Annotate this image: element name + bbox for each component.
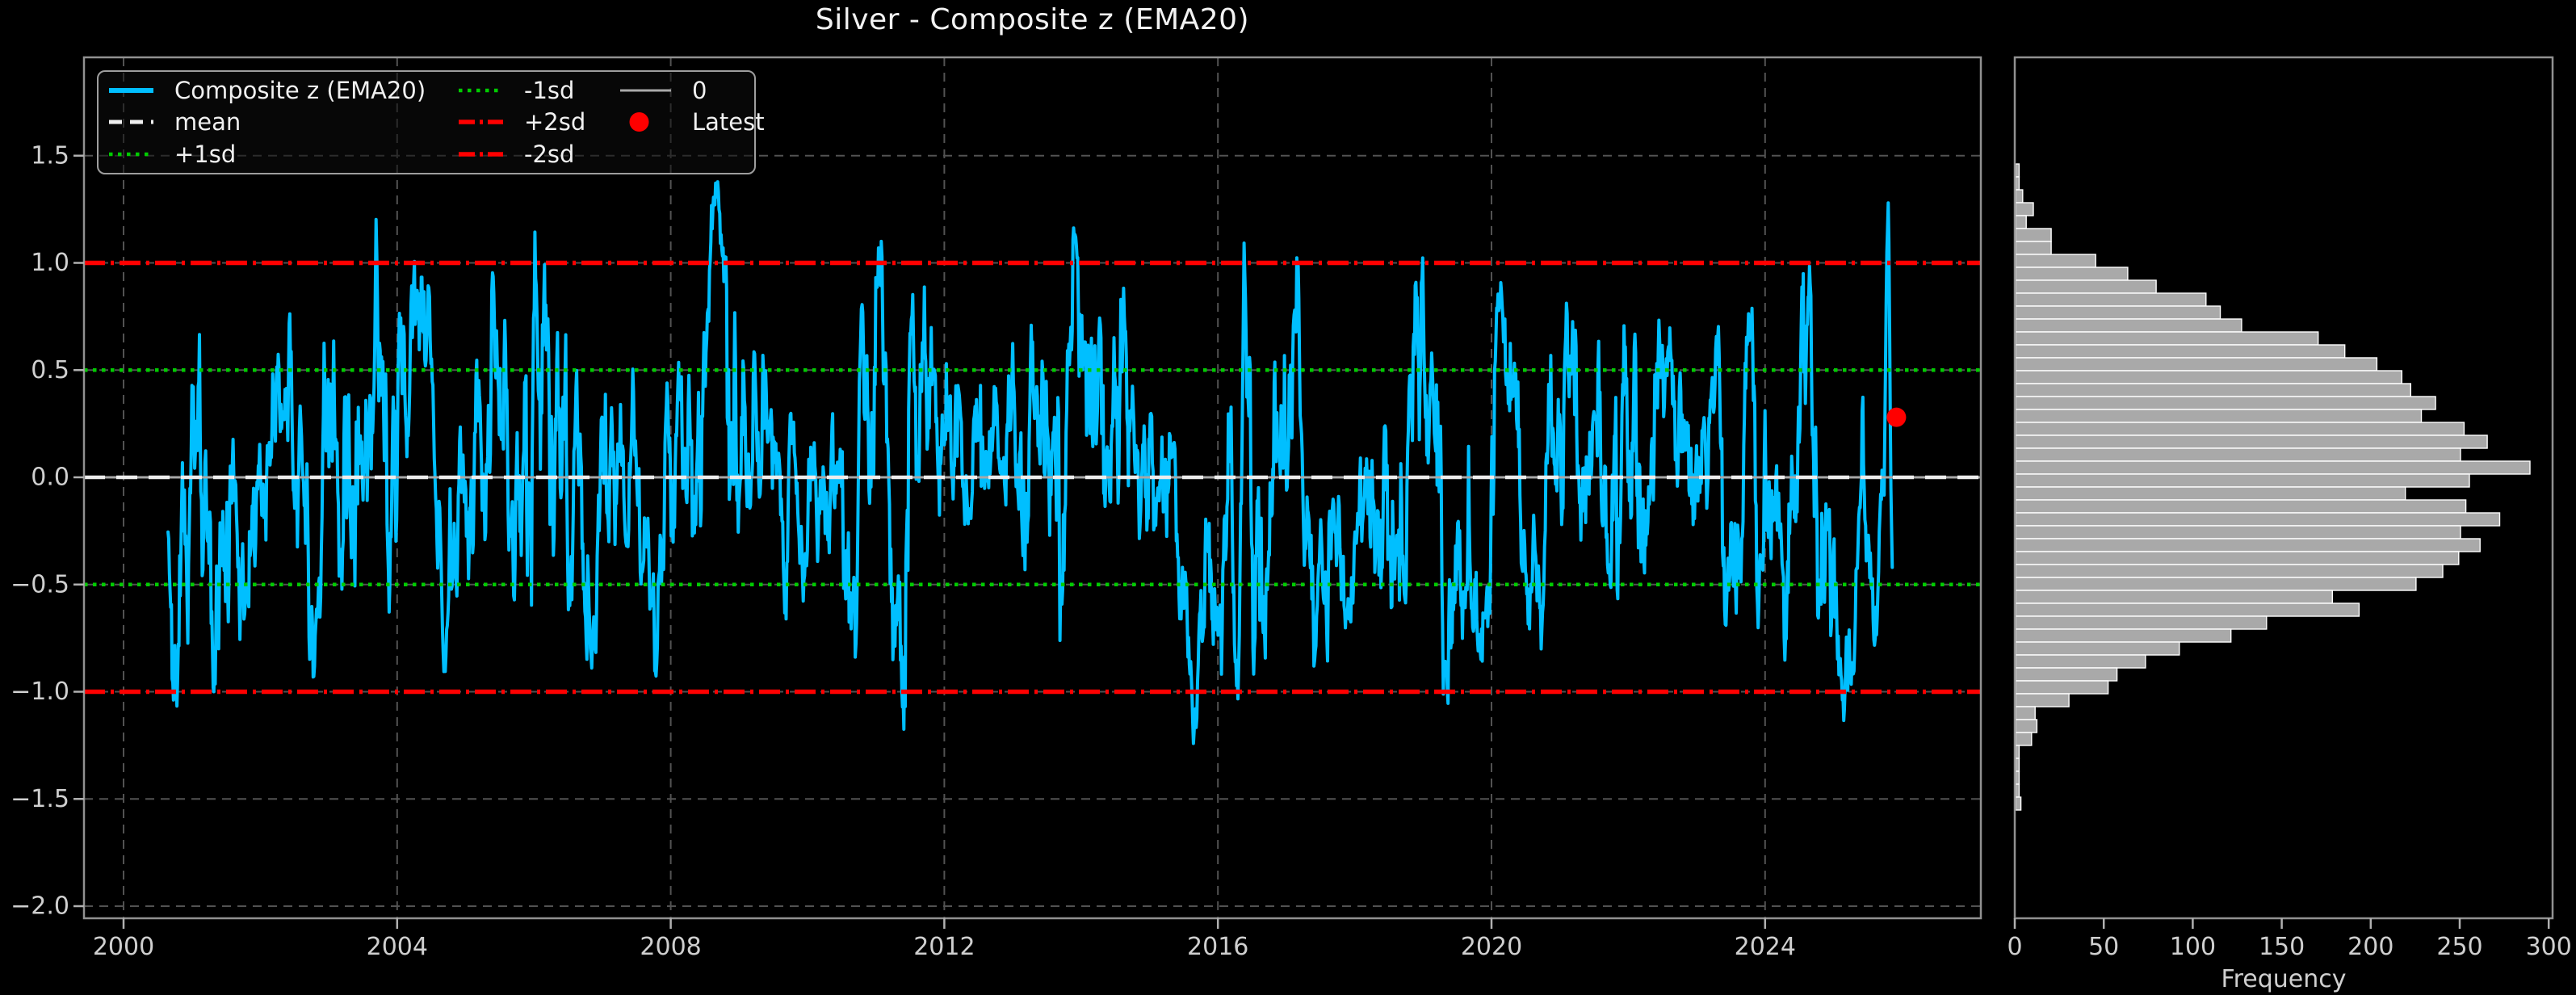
- chart-title: Silver - Composite z (EMA20): [815, 3, 1250, 36]
- legend-item-label: -2sd: [524, 141, 575, 169]
- svg-text:300: 300: [2526, 933, 2572, 961]
- legend-line-sample-plus2sd: [459, 120, 503, 125]
- legend-item-minus2sd: -2sd: [448, 138, 603, 170]
- svg-text:2016: 2016: [1187, 933, 1248, 961]
- svg-text:0.0: 0.0: [31, 464, 69, 492]
- svg-text:2020: 2020: [1461, 933, 1522, 961]
- svg-text:1.5: 1.5: [31, 141, 69, 170]
- legend-item-plus2sd: +2sd: [448, 107, 603, 139]
- legend-line-sample-minus2sd: [459, 152, 503, 157]
- svg-text:−1.0: −1.0: [10, 678, 69, 706]
- legend-item-label: Latest: [692, 108, 765, 136]
- legend-item-latest: Latest: [603, 107, 765, 139]
- svg-text:−0.5: −0.5: [10, 570, 69, 598]
- legend-line-sample-minus1sd: [459, 88, 503, 93]
- svg-text:150: 150: [2259, 933, 2305, 961]
- legend-line-sample-mean: [109, 120, 153, 124]
- legend-item-composite-z: Composite z (EMA20): [99, 74, 448, 107]
- legend-item-label: -1sd: [524, 76, 575, 104]
- legend-item-label: +1sd: [174, 141, 237, 169]
- legend: Composite z (EMA20) mean +1sd -1sd +2sd …: [97, 70, 765, 174]
- legend-line-sample-plus1sd: [109, 152, 153, 157]
- svg-text:100: 100: [2170, 933, 2216, 961]
- legend-item-label: mean: [174, 108, 241, 136]
- svg-text:50: 50: [2088, 933, 2119, 961]
- legend-item-label: +2sd: [524, 108, 586, 136]
- legend-item-label: Composite z (EMA20): [174, 76, 426, 104]
- legend-item-minus1sd: -1sd: [448, 74, 603, 107]
- svg-text:−1.5: −1.5: [10, 785, 69, 813]
- legend-item-zero: 0: [603, 74, 757, 107]
- svg-text:250: 250: [2436, 933, 2482, 961]
- svg-text:0.5: 0.5: [31, 356, 69, 384]
- svg-text:−2.0: −2.0: [10, 892, 69, 921]
- legend-dot-sample-latest: [629, 112, 649, 132]
- legend-line-sample-composite-z: [109, 87, 153, 93]
- legend-item-plus1sd: +1sd: [99, 138, 448, 170]
- svg-text:2008: 2008: [640, 933, 701, 961]
- svg-text:2000: 2000: [93, 933, 154, 961]
- svg-text:2004: 2004: [367, 933, 428, 961]
- legend-line-sample-zero: [620, 89, 671, 92]
- svg-text:2024: 2024: [1735, 933, 1796, 961]
- svg-text:2012: 2012: [913, 933, 975, 961]
- legend-item-mean: mean: [99, 107, 448, 139]
- svg-text:200: 200: [2347, 933, 2393, 961]
- hist-xlabel: Frequency: [2221, 965, 2347, 993]
- svg-text:0: 0: [2007, 933, 2022, 961]
- svg-text:1.0: 1.0: [31, 249, 69, 277]
- legend-item-label: 0: [692, 76, 707, 104]
